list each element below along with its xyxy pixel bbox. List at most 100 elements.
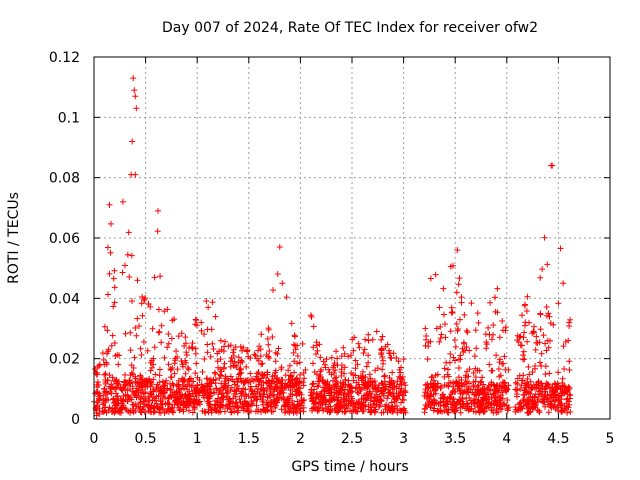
- data-point: [368, 379, 375, 386]
- data-point: [168, 335, 175, 342]
- x-tick-labels: 0 0.5 1 1.5 2 2.5 3 3.5 4 4.5 5: [90, 431, 615, 447]
- data-point: [119, 387, 126, 394]
- data-point: [494, 285, 501, 292]
- data-point: [371, 409, 378, 416]
- data-point: [110, 303, 117, 310]
- data-point: [188, 383, 195, 390]
- data-point: [167, 380, 174, 387]
- data-point: [284, 408, 291, 415]
- data-point: [331, 369, 338, 376]
- data-point: [342, 377, 349, 384]
- data-point: [264, 369, 271, 376]
- data-point: [140, 296, 147, 303]
- data-point: [456, 398, 463, 405]
- data-point: [272, 383, 279, 390]
- data-point: [490, 390, 497, 397]
- data-point: [193, 360, 200, 367]
- data-point: [204, 375, 211, 382]
- data-point: [486, 396, 493, 403]
- y-tick-label: 0.04: [49, 291, 80, 307]
- data-point: [560, 389, 567, 396]
- data-point: [384, 341, 391, 348]
- data-point: [155, 306, 162, 313]
- data-point: [461, 311, 468, 318]
- data-point: [530, 328, 537, 335]
- data-point: [194, 381, 201, 388]
- data-point: [482, 331, 489, 338]
- data-point: [561, 365, 568, 372]
- data-point: [190, 378, 197, 385]
- data-point: [359, 377, 366, 384]
- data-point: [156, 372, 163, 379]
- data-point: [250, 397, 257, 404]
- data-point: [95, 382, 102, 389]
- data-point: [464, 404, 471, 411]
- data-point: [359, 368, 366, 375]
- data-point: [133, 403, 140, 410]
- data-point: [458, 376, 465, 383]
- data-point: [151, 344, 158, 351]
- data-point: [493, 402, 500, 409]
- data-point: [430, 407, 437, 414]
- data-point: [321, 379, 328, 386]
- data-point: [490, 322, 497, 329]
- x-tick-label: 3.5: [444, 431, 466, 447]
- data-point: [496, 373, 503, 380]
- data-point: [227, 373, 234, 380]
- data-point: [497, 356, 504, 363]
- data-point: [192, 350, 199, 357]
- data-point: [176, 407, 183, 414]
- data-point: [253, 402, 260, 409]
- data-point: [381, 378, 388, 385]
- data-point: [160, 382, 167, 389]
- data-point: [169, 317, 176, 324]
- data-point: [450, 262, 457, 269]
- data-point: [371, 402, 378, 409]
- data-point: [183, 359, 190, 366]
- data-point: [164, 306, 171, 313]
- data-point: [463, 388, 470, 395]
- data-point: [460, 389, 467, 396]
- data-point: [499, 379, 506, 386]
- data-point: [340, 391, 347, 398]
- data-point: [348, 370, 355, 377]
- data-point: [153, 400, 160, 407]
- data-point: [132, 324, 139, 331]
- data-point: [564, 409, 571, 416]
- data-point: [105, 291, 112, 298]
- data-point: [458, 294, 465, 301]
- data-point: [326, 392, 333, 399]
- data-point: [352, 385, 359, 392]
- data-point: [115, 361, 122, 368]
- data-point: [130, 75, 137, 82]
- data-point: [216, 375, 223, 382]
- data-point: [560, 343, 567, 350]
- data-point: [444, 398, 451, 405]
- x-tick-label: 1: [193, 431, 202, 447]
- data-point: [125, 229, 132, 236]
- data-point: [137, 395, 144, 402]
- data-point: [212, 370, 219, 377]
- data-point: [499, 395, 506, 402]
- data-point: [323, 356, 330, 363]
- data-point: [255, 375, 262, 382]
- data-point: [289, 376, 296, 383]
- data-point: [361, 403, 368, 410]
- data-point: [283, 294, 290, 301]
- data-point: [524, 293, 531, 300]
- data-point: [368, 408, 375, 415]
- data-point: [398, 407, 405, 414]
- data-point: [385, 402, 392, 409]
- data-point: [389, 403, 396, 410]
- data-point: [292, 346, 299, 353]
- data-point: [441, 321, 448, 328]
- x-tick-label: 2.5: [341, 431, 363, 447]
- data-point: [254, 376, 261, 383]
- x-tick-label: 5: [606, 431, 615, 447]
- data-point: [119, 198, 126, 205]
- data-point: [427, 338, 434, 345]
- data-point: [566, 366, 573, 373]
- data-point: [532, 399, 539, 406]
- data-point: [258, 331, 265, 338]
- data-point: [124, 398, 131, 405]
